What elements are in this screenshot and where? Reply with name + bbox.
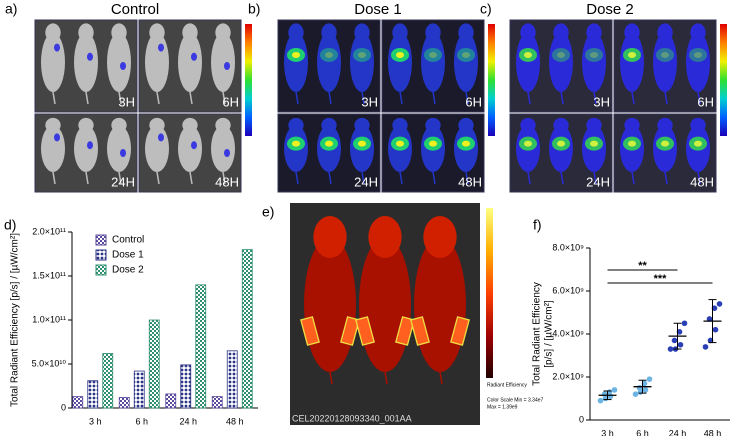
colorbar	[486, 208, 493, 378]
panel-title: Dose 2	[586, 1, 634, 18]
point	[667, 346, 674, 352]
panel-title: Dose 1	[354, 1, 402, 18]
colorbar-label: Radiant Efficiency	[487, 382, 527, 388]
tile-label: 6H	[222, 94, 239, 109]
y-tick-label: 0	[61, 402, 66, 412]
bar	[118, 397, 130, 409]
point	[641, 380, 648, 387]
legend-label: Dose 1	[112, 250, 144, 261]
x-tick-label: 6 h	[636, 428, 649, 436]
point	[677, 341, 684, 348]
point	[597, 397, 604, 404]
image-panel	[34, 19, 252, 193]
panel-title: Control	[111, 1, 159, 18]
point	[706, 316, 713, 322]
point	[702, 344, 709, 350]
panel-label: d)	[4, 217, 16, 233]
y-tick-label: 6.0×10⁹	[552, 285, 584, 295]
point	[646, 376, 653, 382]
bar	[211, 396, 223, 409]
tile-label: 48H	[690, 174, 714, 189]
legend-swatch	[95, 249, 107, 261]
bar	[241, 249, 253, 409]
point	[642, 387, 649, 393]
x-tick-label: 48 h	[226, 416, 244, 426]
tile-label: 48H	[215, 174, 239, 189]
panel-label: f)	[533, 217, 542, 233]
y-tick-label: 5.0×10¹⁰	[32, 358, 67, 368]
point	[707, 337, 714, 344]
x-tick-label: 3 h	[89, 416, 102, 426]
image-panel	[277, 19, 495, 193]
bar	[72, 396, 84, 409]
significance-label: **	[638, 260, 647, 272]
tile-label: 6H	[465, 94, 482, 109]
x-tick-label: 3 h	[601, 428, 614, 436]
colorbar	[488, 24, 495, 136]
image-panel	[290, 203, 493, 425]
point	[636, 384, 643, 391]
colorbar	[245, 24, 252, 136]
y-tick-label: 2.0×10⁹	[552, 371, 584, 381]
panel-label: a)	[5, 1, 17, 17]
x-tick-label: 48 h	[704, 428, 722, 436]
y-tick-label: 2.0×10¹¹	[32, 226, 66, 236]
tile-label: 48H	[458, 174, 482, 189]
point	[716, 301, 723, 307]
bar	[226, 350, 238, 409]
y-tick-label: 0	[579, 414, 584, 424]
legend-swatch	[95, 234, 107, 246]
point	[681, 320, 688, 327]
tile-label: 6H	[697, 94, 714, 109]
bar	[148, 319, 160, 409]
file-name: CEL20220128093340_001AA	[292, 413, 412, 423]
tile-label: 3H	[593, 94, 610, 109]
y-axis-label: [p/s] / [µW/cm²]	[544, 300, 555, 368]
y-tick-label: 4.0×10⁹	[552, 328, 584, 338]
point	[711, 305, 718, 312]
x-tick-label: 24 h	[669, 428, 687, 436]
point	[601, 391, 608, 398]
significance-label: ***	[654, 273, 668, 285]
point	[676, 329, 683, 335]
y-tick-label: 8.0×10⁹	[552, 242, 584, 252]
tile-label: 3H	[361, 94, 378, 109]
tile-label: 24H	[111, 174, 135, 189]
legend-label: Dose 2	[112, 265, 144, 276]
bar	[102, 353, 114, 409]
y-axis-label: Total Radiant Efficiency	[532, 282, 543, 386]
bar	[133, 370, 145, 409]
panel-label: e)	[262, 204, 274, 220]
bar	[180, 364, 192, 409]
bar	[87, 380, 99, 409]
x-tick-label: 24 h	[179, 416, 197, 426]
color-scale-max: Max = 1.39e9	[487, 404, 518, 410]
panel-label: b)	[248, 1, 260, 17]
y-tick-label: 1.0×10¹¹	[32, 314, 66, 324]
point	[611, 387, 618, 393]
point	[671, 337, 678, 344]
bar	[165, 393, 177, 409]
colorbar	[720, 24, 727, 136]
legend-swatch	[95, 264, 107, 276]
tile-label: 3H	[118, 94, 135, 109]
tile-label: 24H	[586, 174, 610, 189]
image-panel	[509, 19, 727, 193]
point	[712, 326, 719, 333]
y-axis-label: Total Radiant Efficiency [p/s] / [µW/cm²…	[10, 233, 21, 407]
point	[632, 391, 639, 398]
x-tick-label: 6 h	[135, 416, 148, 426]
legend-label: Control	[112, 235, 144, 246]
color-scale-min: Color Scale Min = 3.34e7	[487, 397, 544, 403]
tile-label: 24H	[354, 174, 378, 189]
panel-label: c)	[480, 1, 492, 17]
y-tick-label: 1.5×10¹¹	[32, 270, 66, 280]
bar	[195, 284, 207, 409]
